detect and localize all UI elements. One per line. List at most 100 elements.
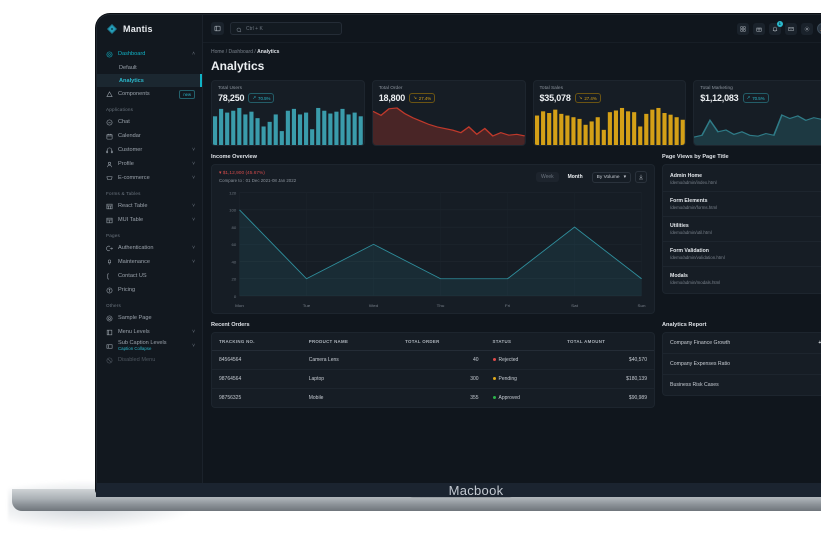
page-view-row[interactable]: Admin Home/demo/admin/index.html77531.7 <box>663 167 821 192</box>
breadcrumb-home[interactable]: Home <box>211 49 225 55</box>
bell-icon[interactable]: 1 <box>768 20 783 35</box>
sidebar-item-chat[interactable]: Chat <box>97 115 202 129</box>
sidebar-item-label: Profile <box>118 161 134 167</box>
sidebar-item-customer[interactable]: Customer ˅ <box>97 143 202 157</box>
order-tracking-no: 84564564 <box>212 350 302 370</box>
apps-grid-icon[interactable] <box>736 22 749 35</box>
page-view-row[interactable]: Form Validation/demo/admin/validation.ht… <box>663 242 821 267</box>
stat-card-total-sales[interactable]: Total Sales $35,078 ↘ 27.4% <box>532 80 687 146</box>
sidebar-item-react-table[interactable]: React Table ˅ <box>97 199 202 213</box>
table-row[interactable]: 98764564 Laptop 300 Pending $180,139 <box>212 369 654 389</box>
sidebar-item-contact-us[interactable]: Contact US <box>97 269 202 283</box>
stat-card-total-order[interactable]: Total Order 18,800 ↘ 27.4% <box>371 80 526 146</box>
stat-card-delta-pill: ↗ 70.5% <box>248 93 275 103</box>
order-total-order: 40 <box>398 350 486 370</box>
page-views-panel: Admin Home/demo/admin/index.html77531.7F… <box>662 164 821 294</box>
page-title: Analytics <box>211 59 265 73</box>
analytics-report-value: +45.14% <box>818 340 821 346</box>
by-volume-select[interactable]: By Volume ▾ <box>591 171 631 183</box>
stat-card-total-marketing[interactable]: Total Marketing $1,12,083 ↗ 70.5% <box>693 80 821 146</box>
month-button[interactable]: Month <box>567 174 583 180</box>
order-tracking-no: 98756325 <box>219 395 242 401</box>
avatar[interactable] <box>816 23 821 34</box>
page-view-row[interactable]: Form Elements/demo/admin/forms.html5239.… <box>663 192 821 217</box>
order-total-amount: $40,570 <box>560 350 654 370</box>
page-view-url: /demo/admin/util.html <box>670 230 712 235</box>
page-view-row[interactable]: Utilities/demo/admin/util.html48425.36 <box>663 217 821 242</box>
stat-card-delta-pill: ↗ 70.5% <box>742 93 769 103</box>
breadcrumb-dashboard[interactable]: Dashboard <box>228 49 253 55</box>
svg-text:40: 40 <box>232 260 238 265</box>
sidebar-item-label: React Table <box>118 203 148 209</box>
sidebar-item-maintenance[interactable]: Maintenance ˅ <box>97 255 202 269</box>
analytics-report-column: Analytics Report Company Finance Growth +… <box>662 322 821 408</box>
svg-text:Sat: Sat <box>571 304 579 309</box>
recent-orders-title: Recent Orders <box>211 322 250 328</box>
gear-icon[interactable] <box>800 22 813 35</box>
sidebar-item-sub-caption-levels[interactable]: Sub Caption Levels Caption Collapse ˅ <box>97 339 202 353</box>
sub-caption-icon <box>106 343 113 350</box>
page-view-row[interactable]: Modals/demo/admin/modals.html30022.21 <box>663 267 821 291</box>
search-placeholder: Ctrl + K <box>246 25 263 32</box>
chevron-down-icon: ˅ <box>192 161 195 167</box>
income-overview-header: ▾ $1,12,900 (45.67%) Compare to : 01 Dec… <box>212 165 654 183</box>
contact-us-icon <box>106 273 113 280</box>
page-view-url: /demo/admin/forms.html <box>670 205 718 210</box>
analytics-report-row[interactable]: Company Finance Growth +45.14% <box>663 333 821 354</box>
table-row[interactable]: 98756325 Mobile 355 Approved $90,989 <box>212 389 654 408</box>
hamburger-menu-icon[interactable] <box>211 22 224 35</box>
mui-table-icon <box>106 217 113 224</box>
stat-card-total-users[interactable]: Total Users 78,250 ↗ 70.5% <box>211 80 365 146</box>
stat-card-value: 18,800 <box>378 93 406 103</box>
table-row[interactable]: 84564564 Camera Lens 40 Rejected $40,570 <box>212 350 654 370</box>
device-label: Macbook <box>448 482 504 498</box>
search-input[interactable]: Ctrl + K <box>230 22 342 35</box>
brand[interactable]: Mantis <box>97 15 202 43</box>
week-button[interactable]: Week <box>535 172 559 182</box>
sidebar-item-sample-page[interactable]: Sample Page <box>97 311 202 325</box>
mail-icon[interactable] <box>784 22 797 35</box>
sidebar-nav: Dashboard ˄ Default Analytics Components <box>97 43 202 367</box>
gift-icon[interactable] <box>752 22 765 35</box>
sidebar-item-label: Customer <box>118 147 143 153</box>
sidebar[interactable]: Mantis Dashboard ˄ Default Analytic <box>97 15 203 493</box>
sidebar-item-ecommerce[interactable]: E-commerce ˅ <box>97 171 202 185</box>
order-product-name: Laptop <box>301 369 399 389</box>
sidebar-item-authentication[interactable]: Authentication ˅ <box>97 241 202 255</box>
table-column-header: TRACKING NO. <box>212 333 302 351</box>
download-icon[interactable] <box>635 171 647 183</box>
sidebar-item-mui-table[interactable]: MUI Table ˅ <box>97 213 202 227</box>
analytics-report-row[interactable]: Company Expenses Ratio0.58% <box>663 354 821 375</box>
sidebar-item-pricing[interactable]: Pricing <box>97 283 202 297</box>
sidebar-item-profile[interactable]: Profile ˅ <box>97 157 202 171</box>
stat-card-label: Total Marketing <box>700 86 733 91</box>
sidebar-item-components[interactable]: Components new <box>97 87 202 101</box>
page-views-column: Page Views by Page Title Admin Home/demo… <box>662 154 821 314</box>
dashboard-icon <box>106 51 113 58</box>
stat-card-value: $35,078 <box>539 93 571 103</box>
sidebar-item-dashboard[interactable]: Dashboard ˄ <box>97 47 202 61</box>
analytics-report-row[interactable]: Business Risk CasesLow <box>663 375 821 395</box>
sidebar-item-sublabel: Caption Collapse <box>118 346 152 351</box>
svg-text:Thu: Thu <box>437 304 445 309</box>
order-tracking-no: 98764564 <box>212 369 302 389</box>
recent-orders-column: Recent Orders TRACKING NO. PRODUCT NAME TO… <box>211 322 655 408</box>
sidebar-item-menu-levels[interactable]: Menu Levels ˅ <box>97 325 202 339</box>
new-badge: new <box>179 89 195 99</box>
trend-up-icon: ↗ <box>746 95 751 100</box>
sidebar-item-default[interactable]: Default <box>97 61 202 74</box>
income-overview-chart: 0 20 40 60 80 100 120 Mon Tue Wed Thu Fri Sat Sun <box>212 183 654 313</box>
page-view-info: Form Validation/demo/admin/validation.ht… <box>670 248 725 260</box>
table-column-header: TOTAL AMOUNT <box>560 333 654 351</box>
sidebar-item-calendar[interactable]: Calendar <box>97 129 202 143</box>
analytics-report-panel: Company Finance Growth +45.14% Company Exp… <box>662 332 821 396</box>
sidebar-item-label: Disabled Menu <box>118 357 156 363</box>
table-body: 84564564 Camera Lens 40 Rejected $40,570 9876… <box>212 350 654 408</box>
sidebar-item-label: Calendar <box>118 133 141 139</box>
stat-card-value: 78,250 <box>218 93 245 103</box>
table-column-header: TOTAL ORDER <box>398 333 486 351</box>
chevron-down-icon: ˅ <box>192 259 195 265</box>
sidebar-item-analytics[interactable]: Analytics <box>97 74 202 87</box>
svg-text:20: 20 <box>232 277 238 282</box>
